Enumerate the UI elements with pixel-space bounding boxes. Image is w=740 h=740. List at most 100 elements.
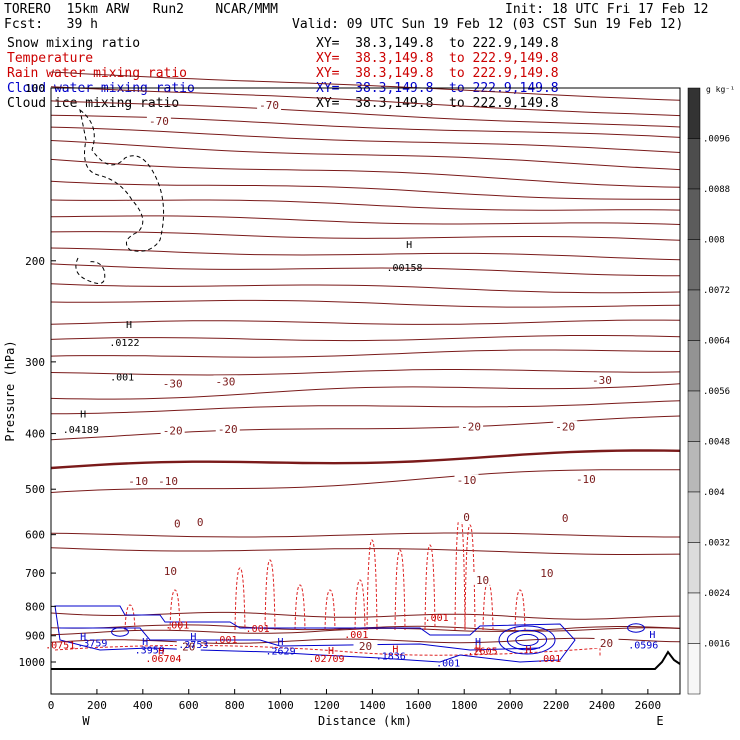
rain-contour bbox=[294, 584, 306, 631]
temperature-contour bbox=[50, 71, 681, 101]
colorbar-swatch bbox=[687, 592, 701, 644]
mixing-ratio-label: .1836 bbox=[376, 652, 406, 663]
temperature-contour-label: 20 bbox=[359, 640, 372, 653]
mixing-ratio-label: .0122 bbox=[109, 338, 139, 349]
temperature-contour-label: -10 bbox=[158, 475, 178, 488]
mixing-ratio-label: .001 bbox=[165, 620, 189, 631]
mixing-ratio-label: .001 bbox=[110, 372, 134, 383]
rain-contour bbox=[124, 604, 136, 631]
axis-ticks: 0 200 400 600 800 1000 1200 1400 1600 1800 2000 220… bbox=[19, 82, 662, 712]
temperature-label-bg bbox=[573, 473, 598, 485]
colorbar-swatch bbox=[687, 441, 701, 493]
temperature-label-bg bbox=[353, 640, 378, 652]
west-label: W bbox=[82, 714, 90, 728]
high-marker: H bbox=[392, 644, 398, 655]
temperature-contours bbox=[50, 71, 681, 670]
y-tick-label: 200 bbox=[25, 255, 45, 268]
temperature-contour-label: -20 bbox=[163, 424, 183, 437]
y-tick-label: 1000 bbox=[19, 656, 46, 669]
rain-contour bbox=[394, 549, 406, 631]
temperature-label-bg bbox=[454, 511, 479, 523]
field-name-snow: Snow mixing ratio bbox=[7, 36, 141, 51]
temperature-contour bbox=[50, 335, 681, 342]
colorbar-swatch bbox=[687, 390, 701, 442]
high-marker: H bbox=[142, 637, 148, 648]
temperature-contour bbox=[50, 532, 680, 538]
temperature-contour-label: 10 bbox=[540, 567, 553, 580]
valid-time: Valid: 09 UTC Sun 19 Feb 12 (03 CST Sun … bbox=[292, 17, 684, 32]
colorbar-label: .0056 bbox=[703, 387, 730, 397]
temperature-contour-label: 0 bbox=[174, 517, 181, 530]
mixing-ratio-label: .06704 bbox=[145, 654, 181, 665]
colorbar-swatch bbox=[687, 340, 701, 392]
rain-contour bbox=[324, 589, 336, 631]
temperature-contour bbox=[50, 199, 681, 211]
mixing-ratio-label: .04189 bbox=[63, 425, 99, 436]
temperature-contour bbox=[50, 547, 681, 555]
field-xy-cloud-ice: XY= 38.3,149.8 to 222.9,149.8 bbox=[316, 96, 559, 111]
rain-contour bbox=[366, 539, 378, 631]
field-xy-temperature: XY= 38.3,149.8 to 222.9,149.8 bbox=[316, 51, 559, 66]
temperature-contour bbox=[50, 299, 681, 308]
high-marker: H bbox=[406, 240, 412, 251]
high-marker: H bbox=[190, 632, 196, 643]
colorbar-label: .0088 bbox=[703, 185, 730, 195]
temperature-contour-label: 0 bbox=[197, 516, 204, 529]
cloud-water-contour bbox=[60, 627, 541, 651]
temperature-contour-label: -70 bbox=[149, 115, 169, 128]
y-tick-label: 400 bbox=[25, 428, 45, 441]
colorbar-swatch bbox=[687, 643, 701, 695]
rain-contour bbox=[234, 567, 246, 631]
temperature-contour bbox=[50, 215, 681, 225]
high-marker: H bbox=[278, 637, 284, 648]
temperature-label-bg bbox=[454, 474, 479, 486]
mixing-ratio-label: .3759 bbox=[77, 639, 107, 650]
plot-frame bbox=[50, 87, 681, 695]
y-axis-label: Pressure (hPa) bbox=[3, 340, 17, 441]
x-tick-label: 1200 bbox=[313, 699, 340, 712]
surface-temperature-contour bbox=[50, 637, 681, 644]
mixing-ratio-label: .02709 bbox=[308, 654, 344, 665]
x-axis-label: Distance (km) bbox=[318, 714, 412, 728]
colorbar-label: .004 bbox=[703, 488, 725, 498]
rain-contour bbox=[264, 559, 276, 631]
x-tick-label: 2200 bbox=[543, 699, 570, 712]
temperature-label-bg bbox=[156, 475, 181, 487]
colorbar-label: .0048 bbox=[703, 438, 730, 448]
temperature-label-bg bbox=[126, 475, 151, 487]
colorbar-label: .0024 bbox=[703, 589, 730, 599]
x-tick-label: 1400 bbox=[359, 699, 386, 712]
temperature-contour bbox=[50, 319, 681, 325]
colorbar-label: .0016 bbox=[703, 640, 730, 650]
mixing-ratio-label: .3753 bbox=[178, 640, 208, 651]
y-tick-label: 700 bbox=[25, 567, 45, 580]
temperature-contour-label: 20 bbox=[182, 641, 195, 654]
temperature-contour bbox=[50, 114, 681, 138]
temperature-contour bbox=[50, 449, 681, 470]
colorbar-label: .0096 bbox=[703, 135, 730, 145]
x-tick-label: 400 bbox=[133, 699, 153, 712]
colorbar-swatch bbox=[687, 87, 701, 139]
y-tick-label: 500 bbox=[25, 483, 45, 496]
temperature-contour-label: 0 bbox=[463, 511, 470, 524]
terrain-line bbox=[51, 650, 681, 670]
temperature-contour-label: -20 bbox=[218, 423, 238, 436]
high-marker: H bbox=[80, 409, 86, 420]
moisture-contours bbox=[54, 108, 645, 663]
mixing-ratio-label: .00158 bbox=[386, 263, 422, 274]
temperature-label-bg bbox=[160, 377, 185, 389]
surface-temperature-contour bbox=[50, 611, 681, 620]
mixing-ratio-label: .001 bbox=[425, 613, 449, 624]
forecast-hour: Fcst: 39 h bbox=[4, 17, 98, 32]
temperature-contour bbox=[50, 247, 681, 261]
temperature-contour-label: 10 bbox=[476, 574, 489, 587]
colorbar-swatch bbox=[687, 138, 701, 190]
cloud-water-contour bbox=[515, 633, 539, 647]
colorbar-unit: g kg⁻¹ bbox=[706, 85, 735, 94]
temperature-label-bg bbox=[146, 114, 171, 126]
temperature-contour bbox=[50, 231, 681, 241]
rain-contour bbox=[514, 589, 526, 631]
field-name-cloud-ice: Cloud ice mixing ratio bbox=[7, 96, 180, 111]
temperature-contour bbox=[50, 180, 680, 200]
y-tick-label: 900 bbox=[25, 630, 45, 643]
